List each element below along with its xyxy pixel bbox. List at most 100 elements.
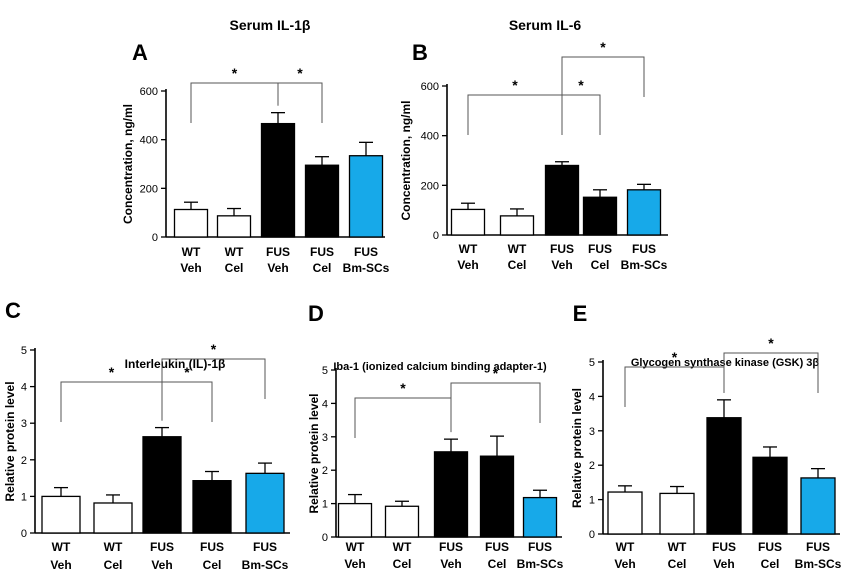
- panel-e-ytick-label: 2: [589, 460, 595, 472]
- panel-e-category-label: FUS: [806, 540, 830, 554]
- panel-a-category-label: Veh: [180, 261, 201, 275]
- panel-c-significance-star: *: [211, 341, 217, 357]
- panel-a-significance-star: *: [232, 65, 238, 81]
- panel-e-bar: [607, 491, 643, 535]
- panel-c-significance-star: *: [184, 364, 190, 380]
- panel-c-bar: [142, 436, 182, 534]
- panel-c-category-label: Bm-SCs: [242, 558, 289, 572]
- panel-b-ytick-label: 600: [421, 81, 439, 93]
- panel-a-bar: [348, 155, 384, 238]
- panel-e-ytick-label: 3: [589, 426, 595, 438]
- panel-b-significance-bracket: [467, 94, 563, 135]
- panel-c-significance-bracket: [161, 381, 213, 422]
- panel-a-ytick-label: 200: [140, 183, 158, 195]
- chart-panel-b: Serum IL-6 B Concentration, ng/ml 0 200 400 60…: [399, 17, 668, 272]
- panel-b-significance-star: *: [600, 39, 606, 55]
- panel-e-significance-bracket: [723, 352, 819, 393]
- panel-b-bar: [499, 215, 535, 236]
- panel-e-significance-bracket: [624, 366, 725, 407]
- panel-b-category-label: Cel: [591, 258, 610, 272]
- panel-c-ytick-label: 2: [21, 455, 27, 467]
- panel-a-category-label: WT: [225, 245, 244, 259]
- panel-b-category-label: WT: [459, 242, 478, 256]
- panel-e-category-label: FUS: [712, 540, 736, 554]
- panel-c-significance-bracket: [60, 381, 163, 422]
- panel-e-significance-star: *: [768, 335, 774, 351]
- panel-b-ytick-label: 0: [433, 230, 439, 242]
- panel-a-label: A: [132, 40, 148, 65]
- panel-e-significance-star: *: [672, 349, 678, 365]
- panel-b-title: Serum IL-6: [509, 17, 582, 33]
- panel-d-bar: [384, 505, 420, 538]
- panel-b-category-label: FUS: [588, 242, 612, 256]
- chart-panel-a: Serum IL-1β A Concentration, ng/ml 0 200 400 6…: [121, 17, 390, 275]
- panel-d-ytick-label: 5: [322, 365, 328, 377]
- panel-a-category-label: Cel: [225, 261, 244, 275]
- panel-e-bar: [659, 492, 695, 535]
- panel-c-bar: [245, 472, 285, 534]
- panel-d-bar: [337, 502, 373, 538]
- panel-a-category-label: Bm-SCs: [343, 261, 390, 275]
- panel-d-significance-star: *: [400, 380, 406, 396]
- panel-a-ylabel: Concentration, ng/ml: [121, 104, 135, 224]
- panel-c-bar: [192, 480, 232, 534]
- panel-b-category-label: Bm-SCs: [621, 258, 668, 272]
- panel-e-category-label: Cel: [761, 557, 780, 571]
- panel-d-category-label: Cel: [488, 557, 507, 571]
- panel-e-ylabel: Relative protein level: [570, 388, 584, 508]
- panel-c-bar: [93, 502, 133, 534]
- panel-d-category-label: Cel: [393, 557, 412, 571]
- panel-e-category-label: Bm-SCs: [795, 557, 842, 571]
- panel-b-category-label: FUS: [550, 242, 574, 256]
- panel-a-category-label: FUS: [266, 245, 290, 259]
- panel-e-ytick-label: 0: [589, 529, 595, 541]
- panel-e-label: E: [573, 301, 588, 326]
- chart-panel-e: Glycogen synthase kinase (GSK) 3β E Relati…: [570, 301, 842, 571]
- panel-d-ytick-label: 4: [322, 398, 328, 410]
- panel-d-label: D: [308, 301, 324, 326]
- panel-e-category-label: Cel: [668, 557, 687, 571]
- panel-a-bar: [173, 208, 209, 238]
- panel-d-significance-star: *: [493, 365, 499, 381]
- panel-e-category-label: Veh: [614, 557, 635, 571]
- panel-e-title: Glycogen synthase kinase (GSK) 3β: [631, 357, 820, 369]
- panel-c-category-label: FUS: [200, 540, 224, 554]
- panel-a-bar: [260, 122, 296, 238]
- panel-d-significance-bracket: [354, 397, 452, 438]
- chart-panel-c: Interleukin (IL)-1β C Relative protein lev…: [3, 298, 290, 572]
- panel-c-ytick-label: 3: [21, 418, 27, 430]
- panel-a-bar: [216, 215, 252, 238]
- panel-d-category-label: Veh: [344, 557, 365, 571]
- panel-d-bar: [433, 451, 469, 538]
- panel-c-category-label: WT: [104, 540, 123, 554]
- panel-e-bar: [800, 477, 836, 535]
- panel-d-category-label: WT: [393, 540, 412, 554]
- panel-c-category-label: FUS: [150, 540, 174, 554]
- panel-a-significance-bracket: [277, 82, 323, 123]
- panel-d-category-label: WT: [346, 540, 365, 554]
- panel-c-category-label: Cel: [104, 558, 123, 572]
- panel-b-ylabel: Concentration, ng/ml: [399, 101, 413, 221]
- panel-d-category-label: FUS: [439, 540, 463, 554]
- panel-d-category-label: FUS: [485, 540, 509, 554]
- panel-d-title: Iba-1 (ionized calcium binding adapter-1…: [333, 361, 547, 373]
- panel-a-title: Serum IL-1β: [230, 17, 311, 33]
- panel-e-ytick-label: 4: [589, 391, 595, 403]
- panel-a-category-label: Cel: [313, 261, 332, 275]
- panel-a-bar: [304, 164, 340, 238]
- panel-b-category-label: WT: [508, 242, 527, 256]
- panel-a-category-label: FUS: [354, 245, 378, 259]
- panel-e-ytick-label: 1: [589, 495, 595, 507]
- panel-d-ylabel: Relative protein level: [307, 393, 321, 513]
- panel-a-significance-bracket: [190, 82, 279, 123]
- panel-d-category-label: Veh: [440, 557, 461, 571]
- panel-c-ytick-label: 0: [21, 528, 27, 540]
- panel-c-category-label: Veh: [50, 558, 71, 572]
- panel-b-category-label: Veh: [551, 258, 572, 272]
- panel-e-ytick-label: 5: [589, 357, 595, 369]
- panel-b-significance-star: *: [512, 77, 518, 93]
- panel-a-ytick-label: 0: [152, 232, 158, 244]
- panel-e-category-label: WT: [668, 540, 687, 554]
- panel-b-category-label: FUS: [632, 242, 656, 256]
